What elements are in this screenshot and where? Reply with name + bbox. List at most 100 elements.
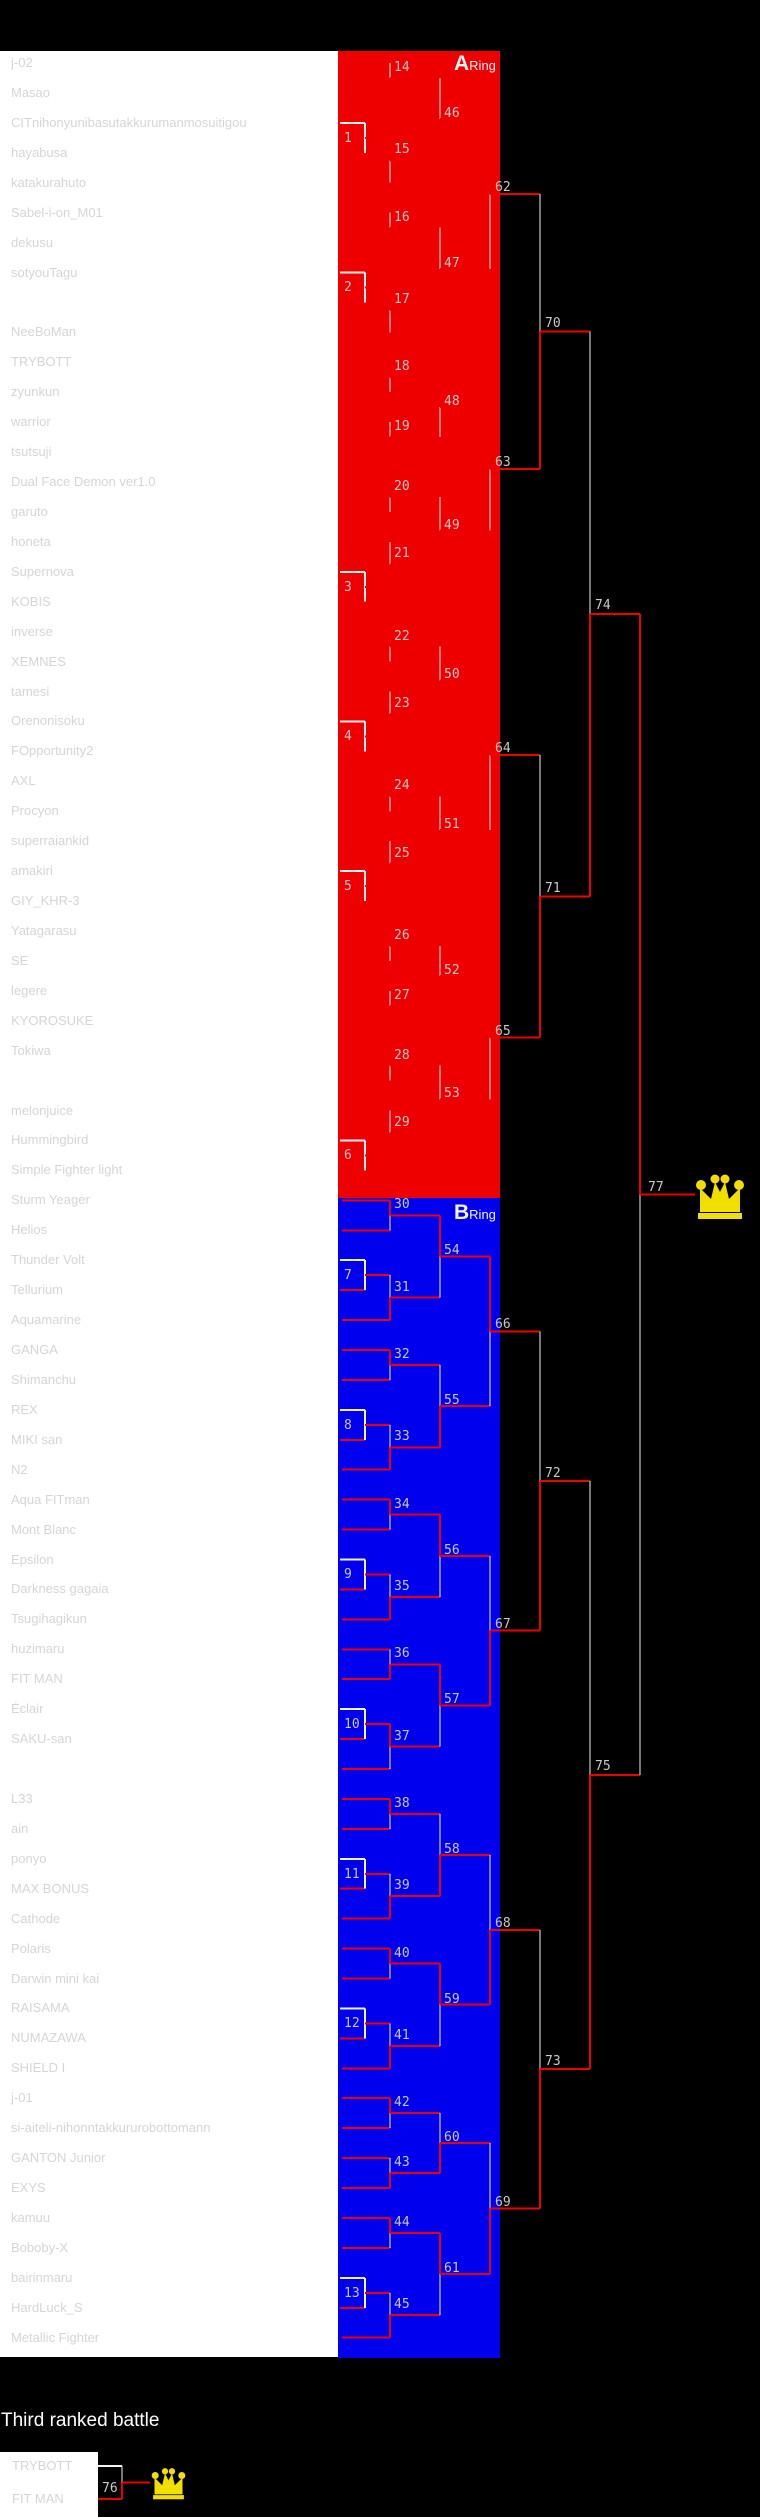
- match-number-label: 12: [344, 2016, 360, 2032]
- match-number-label: 33: [394, 1429, 410, 1445]
- competitor-name: Aquamarine: [11, 1312, 82, 1328]
- match-number-label: 37: [394, 1728, 410, 1744]
- competitor-name: Sturm Yeager: [11, 1192, 90, 1208]
- competitor-name: Simple Fighter light: [11, 1162, 123, 1178]
- match-number-label: 22: [394, 628, 410, 644]
- competitor-name: sotyouTagu: [11, 264, 78, 280]
- match-number-label: 46: [444, 106, 460, 122]
- match-number-label: 65: [495, 1023, 511, 1039]
- competitor-name: kamuu: [11, 2209, 51, 2225]
- match-number-label: 60: [444, 2130, 460, 2146]
- match-number-label: 72: [545, 1465, 561, 1481]
- competitor-name: NUMAZAWA: [11, 2030, 86, 2046]
- competitor-name: legere: [11, 982, 48, 998]
- match-number-label: 41: [394, 2027, 410, 2043]
- third-place-box: TRYBOTT FIT MAN: [0, 2452, 98, 2517]
- champion-crown-icon: [696, 1174, 744, 1219]
- competitor-name: tamesi: [11, 683, 50, 699]
- competitor-name: MAX BONUS: [11, 1880, 90, 1896]
- match-number-label: 10: [344, 1717, 360, 1733]
- competitor-name: ponyo: [11, 1850, 47, 1866]
- match-number-label: 25: [394, 845, 410, 861]
- match-number-label: 68: [495, 1915, 511, 1931]
- match-number-label: 64: [495, 741, 511, 757]
- competitor-name: inverse: [11, 623, 53, 639]
- match-number-label: 16: [394, 209, 410, 225]
- competitor-name: Yatagarasu: [11, 922, 77, 938]
- match-number-label: 43: [394, 2155, 410, 2171]
- match-number-label: 19: [394, 419, 410, 435]
- competitor-name: TRYBOTT: [11, 354, 72, 370]
- competitor-name: CITnihonyunibasutakkurumanmosuitigou: [11, 114, 247, 130]
- match-number-label: 59: [444, 1991, 460, 2007]
- match-number-label: 42: [394, 2095, 410, 2111]
- match-number-label: 52: [444, 962, 460, 978]
- match-number-label: 3: [344, 579, 352, 595]
- competitor-name: Helios: [11, 1222, 48, 1238]
- competitor-name: Aqua FITman: [11, 1491, 90, 1507]
- match-number-label: 67: [495, 1616, 511, 1632]
- ring-b-letter: B: [454, 1201, 470, 1224]
- match-number-label: 58: [444, 1842, 460, 1858]
- match-number-label: 49: [444, 517, 460, 533]
- competitor-name: Tellurium: [11, 1282, 64, 1298]
- match-number-label: 24: [394, 778, 410, 794]
- competitor-name: FIT MAN: [11, 1671, 63, 1687]
- competitor-name: amakiri: [11, 863, 53, 879]
- competitor-name: Masao: [11, 84, 51, 100]
- competitor-name: garuto: [11, 503, 48, 519]
- ring-b-word: Ring: [469, 1207, 496, 1222]
- competitor-name: SE: [11, 952, 29, 968]
- match-number-label: 36: [394, 1646, 410, 1662]
- competitor-name: Epsilon: [11, 1551, 54, 1567]
- competitor-name: Darwin mini kai: [11, 1970, 100, 1986]
- competitor-name: GANGA: [11, 1341, 58, 1357]
- match-number-label: 61: [444, 2261, 460, 2277]
- competitor-name: superraiankid: [11, 833, 90, 849]
- competitor-name: bairinmaru: [11, 2269, 73, 2285]
- competitor-name: j-01: [11, 2090, 33, 2106]
- competitor-name: Shimanchu: [11, 1371, 77, 1387]
- match-number-label: 26: [394, 927, 410, 943]
- competitor-name: HardLuck_S: [11, 2299, 83, 2315]
- competitor-name: Orenonisoku: [11, 713, 85, 729]
- competitor-name: Metallic Fighter: [11, 2329, 100, 2345]
- match-number-label: 50: [444, 667, 460, 683]
- match-number-label: 57: [444, 1692, 460, 1708]
- match-number-label: 40: [394, 1945, 410, 1961]
- competitor-name: huzimaru: [11, 1641, 65, 1657]
- match-number-label: 44: [394, 2214, 410, 2230]
- ring-a-word: Ring: [469, 58, 496, 73]
- match-number-label: 1: [344, 130, 352, 146]
- match-number-label: 66: [495, 1317, 511, 1333]
- competitor-name: Tsugihagikun: [11, 1611, 87, 1627]
- match-number-label: 70: [545, 316, 561, 332]
- competitor-name: REX: [11, 1401, 38, 1417]
- match-number-label: 9: [344, 1567, 352, 1583]
- competitor-name: si-aiteli-nihonntakkururobottomann: [11, 2120, 211, 2136]
- competitor-name: MIKI san: [11, 1431, 63, 1447]
- ring-a-label: ARing: [454, 52, 496, 76]
- competitor-name: j-02: [11, 55, 33, 70]
- competitor-name: Éclair: [11, 1701, 44, 1717]
- competitor-name: ain: [11, 1820, 29, 1836]
- competitor-name: katakurahuto: [11, 174, 87, 190]
- match-number-label: 15: [394, 142, 410, 158]
- competitor-name: L33: [11, 1790, 33, 1806]
- match-number-label: 34: [394, 1496, 410, 1512]
- competitor-name: KYOROSUKE: [11, 1012, 94, 1028]
- match-number-label: 63: [495, 454, 511, 470]
- competitor-name: Polaris: [11, 1940, 51, 1956]
- match-number-label: 73: [545, 2054, 561, 2070]
- match-number-label: 18: [394, 359, 410, 375]
- match-number-label: 20: [394, 478, 410, 494]
- match-number-label: 27: [394, 987, 410, 1003]
- third-place-competitor-top: TRYBOTT: [12, 2458, 73, 2473]
- match-number-label: 14: [394, 59, 410, 75]
- competitor-name: RAISAMA: [11, 2000, 70, 2016]
- match-number-label: 45: [394, 2297, 410, 2313]
- match-number-label: 62: [495, 179, 511, 195]
- match-number-label: 17: [394, 291, 410, 307]
